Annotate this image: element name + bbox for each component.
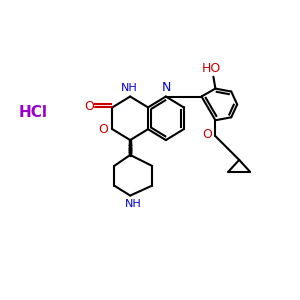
Text: O: O [98, 123, 108, 136]
Text: O: O [85, 100, 94, 113]
Text: HCl: HCl [19, 105, 48, 120]
Text: NH: NH [125, 200, 142, 209]
Text: HO: HO [202, 62, 221, 75]
Text: NH: NH [121, 82, 138, 93]
Text: N: N [162, 81, 172, 94]
Text: O: O [202, 128, 212, 141]
